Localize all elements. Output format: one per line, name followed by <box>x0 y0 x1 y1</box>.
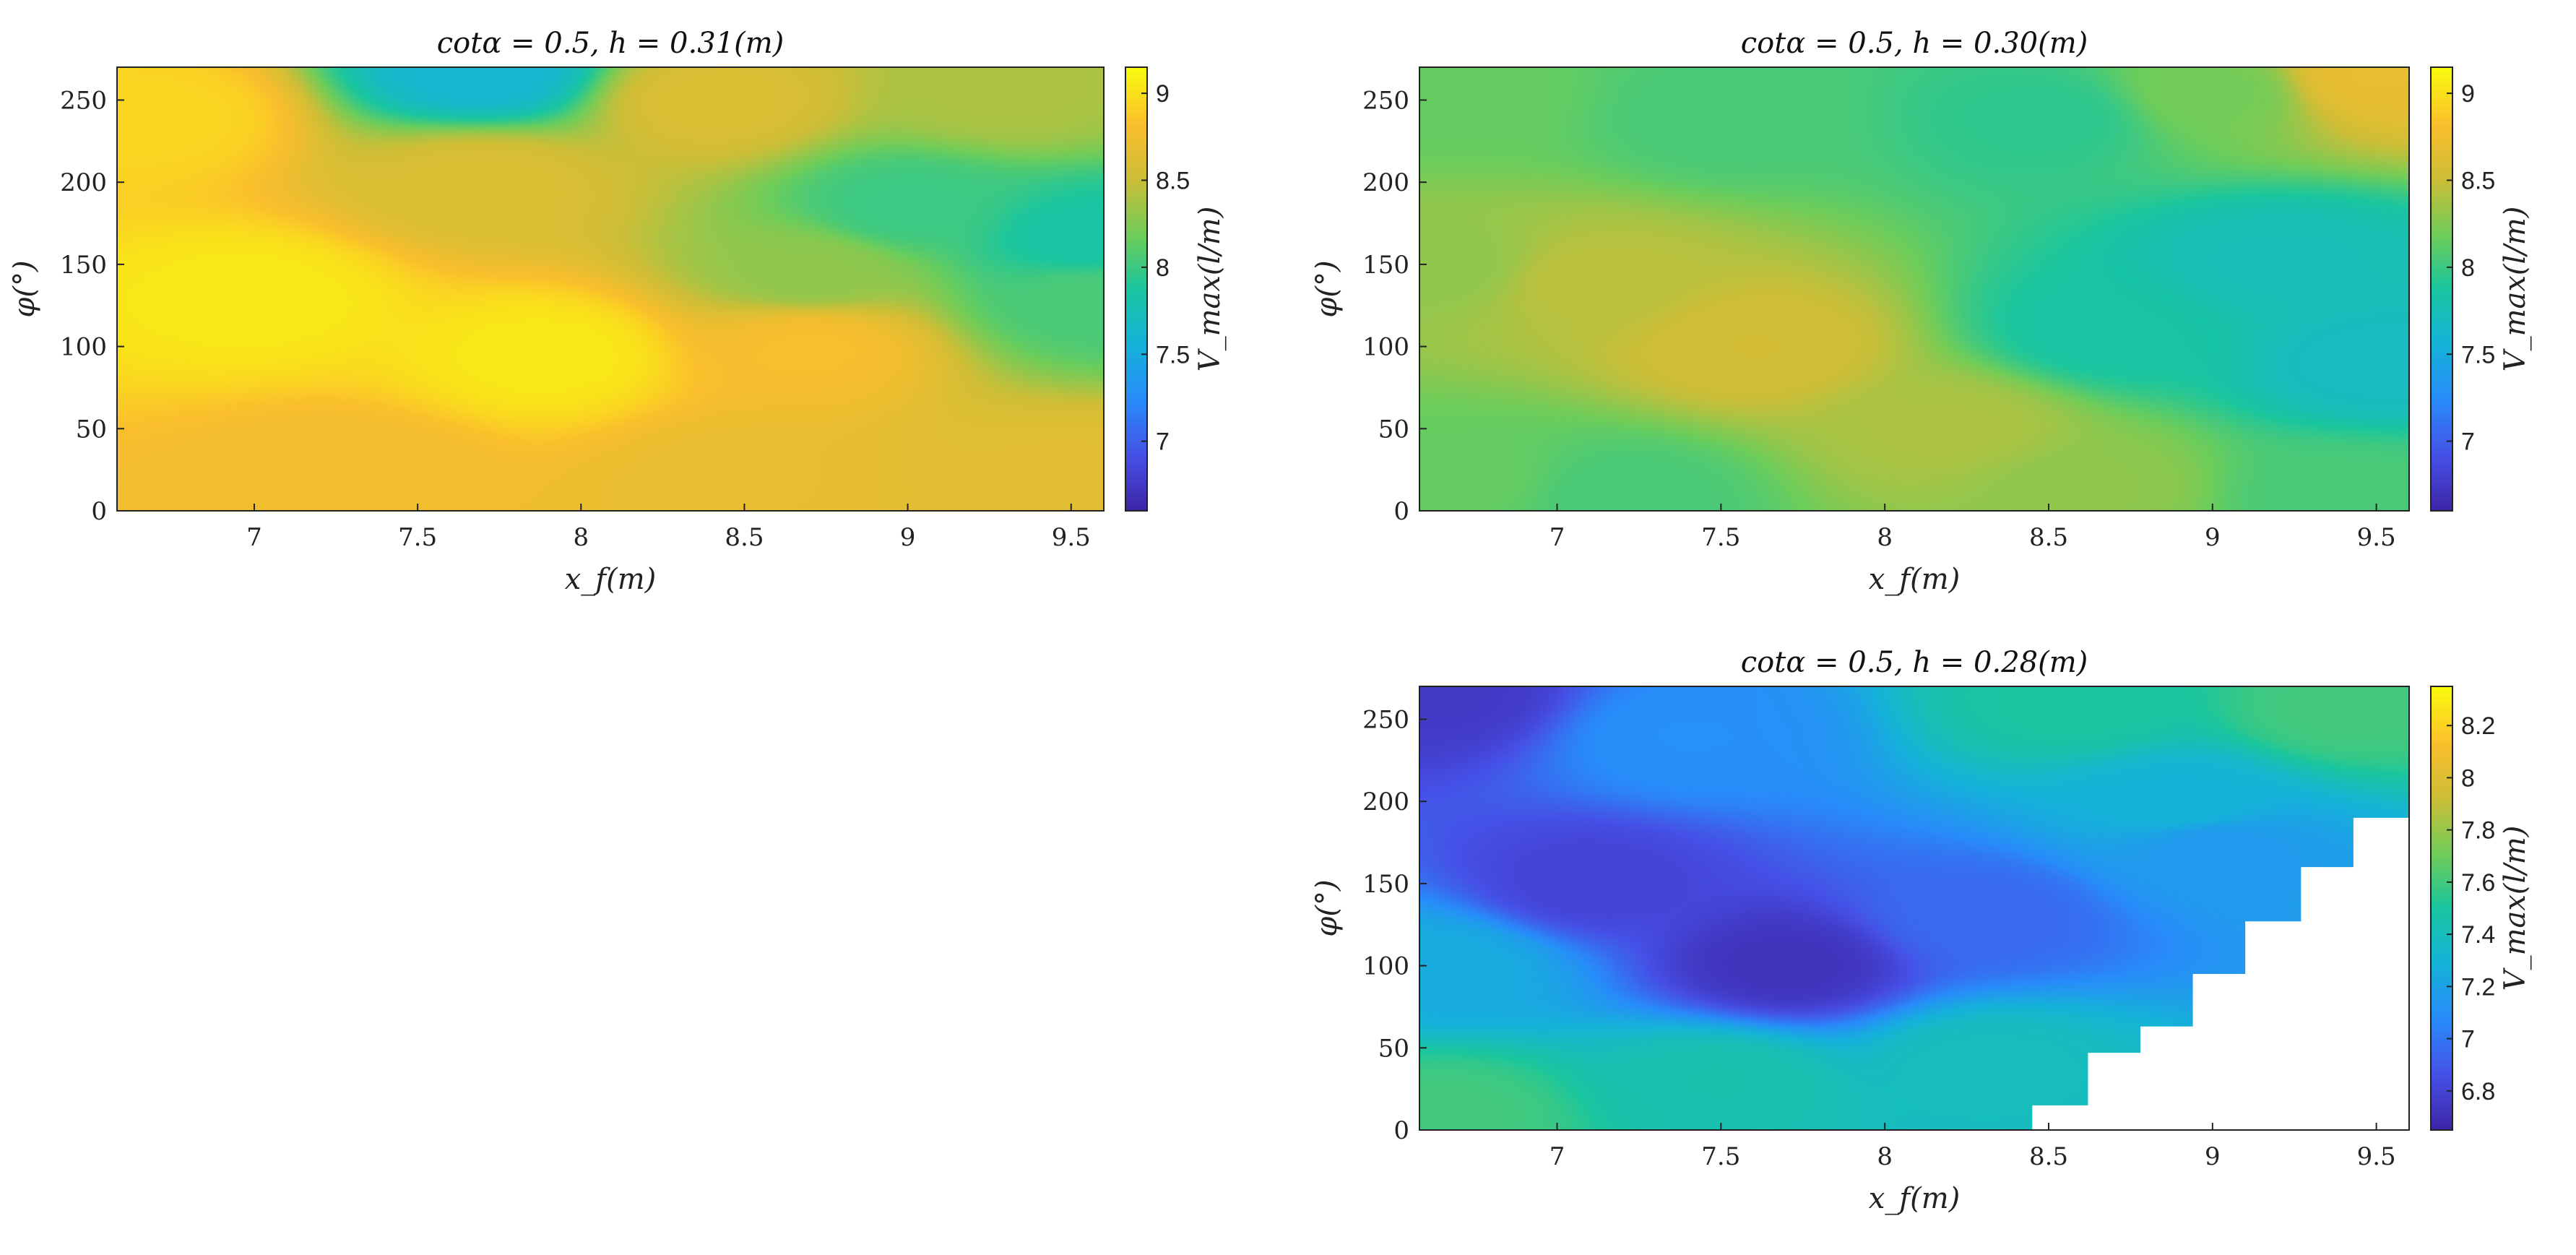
colorbar-frame <box>1125 66 1148 512</box>
colorbar-frame <box>2430 686 2453 1131</box>
colorbar-tick-label: 7.2 <box>2461 973 2495 1001</box>
colorbar-label: V_max(l/m) <box>1193 207 1227 372</box>
x-tick-label: 7.5 <box>1701 523 1740 552</box>
colorbar-tick-label: 7 <box>1156 428 1170 456</box>
colorbar-tick-label: 8.2 <box>2461 712 2495 740</box>
plot-frame <box>116 66 1105 512</box>
x-tick-label: 8.5 <box>2029 523 2068 552</box>
y-tick-label: 250 <box>1362 705 1409 734</box>
y-tick-label: 150 <box>1362 251 1409 280</box>
x-tick-label: 8.5 <box>725 523 764 552</box>
colorbar-tick-label: 7.5 <box>1156 341 1190 368</box>
colorbar-gradient <box>2431 67 2452 511</box>
heatmap-field <box>117 67 1104 511</box>
chart-panel-2: 7 7.5 8 8.5 9 9.5 0 50 100 150 200 250 cotα = 0.5, h… <box>1310 27 2532 596</box>
x-tick-label: 7 <box>1550 1142 1565 1171</box>
colorbar-tick-label: 8 <box>2461 764 2475 792</box>
y-axis-label: φ(°) <box>1310 879 1344 936</box>
y-tick-label: 200 <box>1362 788 1409 816</box>
colorbar-tick-label: 6.8 <box>2461 1078 2495 1105</box>
x-tick-label: 8 <box>573 523 589 552</box>
x-tick-label: 8 <box>1877 1142 1893 1171</box>
y-axis-label: φ(°) <box>8 260 41 317</box>
y-tick-label: 100 <box>60 333 107 362</box>
colorbar-gradient <box>2431 686 2452 1130</box>
colorbar-tick-label: 8.5 <box>2461 168 2495 195</box>
x-tick-label: 7.5 <box>398 523 437 552</box>
x-tick-label: 7 <box>1550 523 1565 552</box>
colorbar-tick-label: 7 <box>2461 1026 2475 1053</box>
x-tick-label: 8.5 <box>2029 1142 2068 1171</box>
x-tick-label: 9.5 <box>2357 1142 2396 1171</box>
x-axis-label: x_f(m) <box>1869 1182 1961 1215</box>
colorbar-tick-label: 7.8 <box>2461 817 2495 845</box>
y-tick-label: 50 <box>1378 1034 1409 1063</box>
y-axis-label: φ(°) <box>1310 260 1344 317</box>
colorbar-tick-label: 8 <box>1156 254 1170 282</box>
colorbar-tick-label: 9 <box>1156 80 1170 108</box>
nan-mask-region <box>2032 817 2409 1130</box>
y-tick-label: 200 <box>60 168 107 197</box>
colorbar-tick-label: 7 <box>2461 428 2475 456</box>
plot-frame <box>1419 66 2410 512</box>
x-tick-label: 9.5 <box>1052 523 1091 552</box>
x-tick-label: 7.5 <box>1701 1142 1740 1171</box>
y-tick-label: 250 <box>1362 86 1409 115</box>
y-tick-label: 0 <box>91 497 107 526</box>
colorbar-label: V_max(l/m) <box>2499 207 2532 372</box>
chart-panel-1: 7 7.5 8 8.5 9 9.5 0 50 100 150 200 250 cotα = 0.5, h… <box>8 27 1227 596</box>
colorbar-frame <box>2430 66 2453 512</box>
colorbar-tick-label: 7.4 <box>2461 921 2495 949</box>
x-tick-label: 9 <box>900 523 916 552</box>
plot-frame <box>1419 686 2410 1131</box>
chart-panel-3: 7 7.5 8 8.5 9 9.5 0 50 100 150 200 250 cotα = 0.5, h… <box>1310 646 2532 1215</box>
colorbar-label: V_max(l/m) <box>2499 826 2532 991</box>
x-axis-label: x_f(m) <box>565 563 657 596</box>
colorbar-tick-label: 7.6 <box>2461 869 2495 897</box>
x-tick-label: 9 <box>2205 523 2221 552</box>
y-tick-label: 100 <box>1362 333 1409 362</box>
x-tick-label: 9 <box>2205 1142 2221 1171</box>
colorbar-tick-label: 9 <box>2461 80 2475 108</box>
y-tick-label: 150 <box>1362 870 1409 899</box>
chart-title: cotα = 0.5, h = 0.31(m) <box>437 27 784 60</box>
colorbar-tick-label: 7.5 <box>2461 341 2495 368</box>
x-tick-label: 9.5 <box>2357 523 2396 552</box>
y-tick-label: 100 <box>1362 952 1409 981</box>
colorbar-gradient <box>1125 67 1147 511</box>
y-tick-label: 250 <box>60 86 107 115</box>
x-tick-label: 7 <box>246 523 262 552</box>
x-axis-label: x_f(m) <box>1869 563 1961 596</box>
y-tick-label: 50 <box>1378 415 1409 444</box>
colorbar-tick-label: 8 <box>2461 254 2475 282</box>
chart-title: cotα = 0.5, h = 0.30(m) <box>1741 27 2088 60</box>
colorbar-tick-label: 8.5 <box>1156 168 1190 195</box>
x-tick-label: 8 <box>1877 523 1893 552</box>
y-tick-label: 50 <box>76 415 107 444</box>
y-tick-label: 0 <box>1393 497 1409 526</box>
chart-title: cotα = 0.5, h = 0.28(m) <box>1741 646 2088 679</box>
y-tick-label: 200 <box>1362 168 1409 197</box>
y-tick-label: 0 <box>1393 1116 1409 1145</box>
heatmap-field <box>1419 67 2409 511</box>
y-tick-label: 150 <box>60 251 107 280</box>
